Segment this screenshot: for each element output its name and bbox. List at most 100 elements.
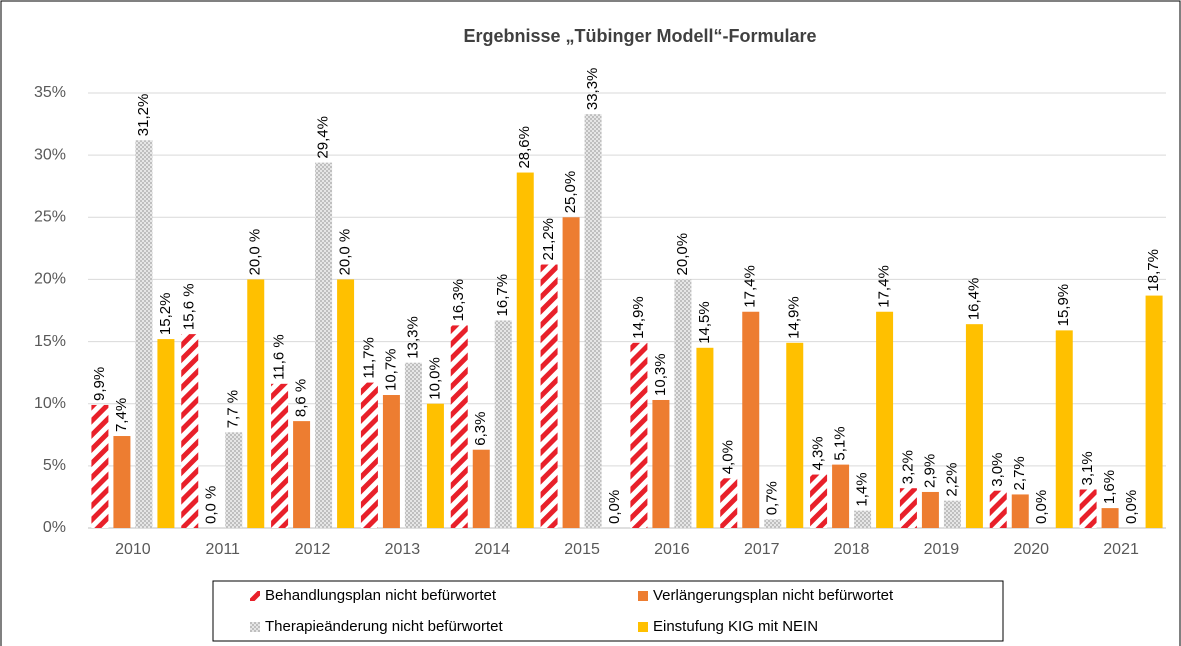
bar <box>157 339 175 528</box>
bar <box>854 510 872 528</box>
data-label: 3,0% <box>989 453 1006 487</box>
bar <box>1079 489 1097 528</box>
bar <box>135 140 153 528</box>
bar <box>516 172 534 529</box>
x-tick-label: 2014 <box>474 541 510 558</box>
data-label: 14,5% <box>696 301 713 344</box>
bar <box>630 342 648 528</box>
bar <box>652 399 670 528</box>
data-label: 29,4% <box>315 116 332 159</box>
bar <box>113 436 131 528</box>
data-label: 13,3% <box>404 316 421 359</box>
x-tick-label: 2018 <box>834 541 870 558</box>
data-label: 2,9% <box>921 454 938 488</box>
data-label: 10,3% <box>652 353 669 396</box>
bar <box>91 404 109 528</box>
data-label: 16,3% <box>450 279 467 322</box>
data-label: 20,0 % <box>247 229 264 276</box>
bar <box>494 320 512 528</box>
legend-label: Verlängerungsplan nicht befürwortet <box>653 587 894 604</box>
data-label: 0,7% <box>764 481 781 515</box>
data-label: 28,6% <box>516 126 533 169</box>
bar <box>584 114 602 528</box>
data-label: 0,0% <box>606 490 623 524</box>
data-label: 2,2% <box>943 462 960 496</box>
data-label: 0,0 % <box>203 486 220 524</box>
bar <box>472 449 490 528</box>
bar <box>786 342 804 528</box>
x-tick-label: 2019 <box>924 541 960 558</box>
data-label: 7,4% <box>113 398 130 432</box>
bar <box>404 362 422 528</box>
bar <box>271 383 289 528</box>
legend-swatch <box>638 591 648 601</box>
bar <box>450 325 468 528</box>
y-tick-label: 5% <box>43 457 66 474</box>
data-label: 6,3% <box>472 411 489 445</box>
bar <box>1145 295 1163 528</box>
x-tick-label: 2010 <box>115 541 151 558</box>
bar <box>1055 330 1073 528</box>
bar <box>181 334 199 528</box>
legend-swatch <box>638 622 648 632</box>
bar <box>540 264 558 528</box>
data-label: 20,0 % <box>337 229 354 276</box>
data-label: 10,7% <box>382 348 399 391</box>
bar <box>247 279 265 528</box>
bar <box>899 488 917 528</box>
bar <box>943 500 961 528</box>
data-label: 3,1% <box>1079 451 1096 485</box>
legend-label: Therapieänderung nicht befürwortet <box>265 618 503 635</box>
x-tick-label: 2020 <box>1013 541 1049 558</box>
x-tick-label: 2017 <box>744 541 780 558</box>
data-label: 31,2% <box>135 94 152 137</box>
data-label: 0,0% <box>1033 490 1050 524</box>
bar <box>876 311 894 528</box>
x-tick-label: 2013 <box>385 541 421 558</box>
bar <box>360 382 378 528</box>
data-label: 5,1% <box>832 426 849 460</box>
legend-swatch <box>250 622 260 632</box>
data-label: 8,6 % <box>293 379 310 417</box>
x-tick-label: 2012 <box>295 541 331 558</box>
data-label: 3,2% <box>899 450 916 484</box>
legend-label: Einstufung KIG mit NEIN <box>653 618 818 635</box>
data-label: 4,0% <box>720 440 737 474</box>
bar <box>764 519 782 528</box>
data-label: 15,2% <box>157 293 174 336</box>
bar <box>921 491 939 528</box>
y-tick-label: 30% <box>34 146 66 163</box>
data-label: 11,6 % <box>271 334 288 380</box>
data-label: 14,9% <box>630 296 647 339</box>
y-tick-label: 15% <box>34 333 66 350</box>
bar <box>293 421 311 528</box>
bar <box>989 490 1007 528</box>
legend-label: Behandlungsplan nicht befürwortet <box>265 587 497 604</box>
y-tick-label: 10% <box>34 395 66 412</box>
data-label: 33,3% <box>584 68 601 111</box>
legend-swatch <box>250 591 260 601</box>
data-label: 18,7% <box>1145 249 1162 292</box>
x-tick-label: 2011 <box>206 541 241 558</box>
bar <box>1101 508 1119 528</box>
bar <box>674 279 692 528</box>
data-label: 17,4% <box>876 265 893 308</box>
legend-box <box>212 580 1004 642</box>
data-label: 1,4% <box>854 472 871 506</box>
bar <box>832 464 850 528</box>
bar <box>742 311 760 528</box>
y-tick-label: 20% <box>34 271 66 288</box>
x-tick-label: 2015 <box>564 541 600 558</box>
data-label: 25,0% <box>562 171 579 214</box>
bar <box>562 217 580 529</box>
bar <box>225 432 243 528</box>
data-label: 4,3% <box>810 436 827 470</box>
data-label: 9,9% <box>91 367 108 401</box>
data-label: 0,0% <box>1123 490 1140 524</box>
data-label: 15,9% <box>1055 284 1072 327</box>
x-tick-label: 2021 <box>1103 541 1139 558</box>
data-label: 11,7% <box>360 337 377 378</box>
data-label: 2,7% <box>1011 456 1028 490</box>
